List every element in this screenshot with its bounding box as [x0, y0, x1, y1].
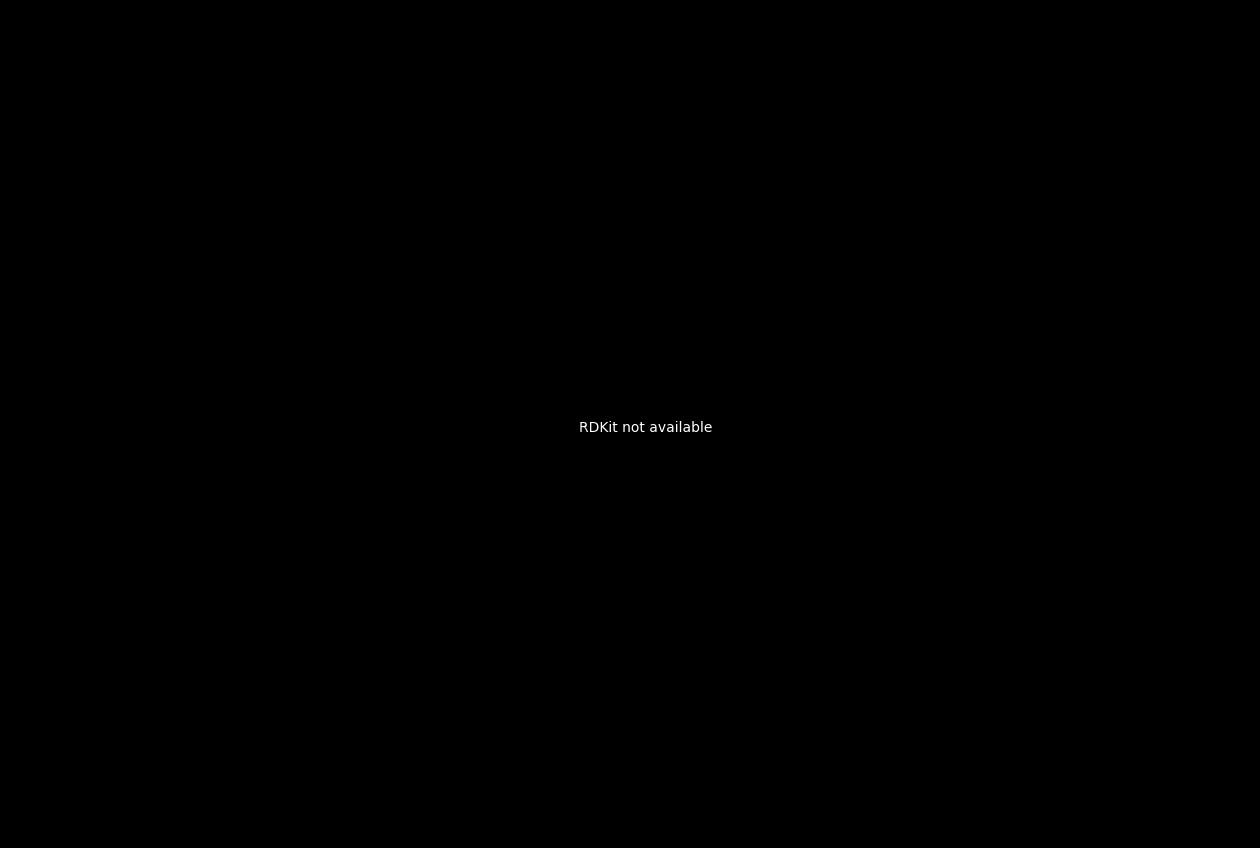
Text: RDKit not available: RDKit not available — [580, 421, 712, 435]
